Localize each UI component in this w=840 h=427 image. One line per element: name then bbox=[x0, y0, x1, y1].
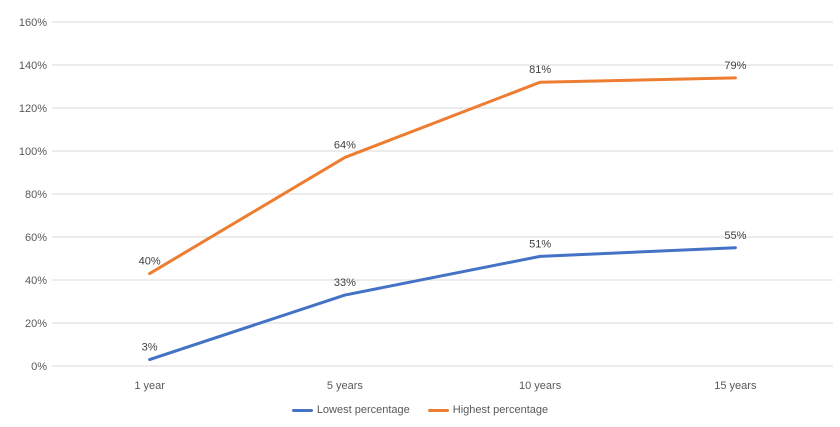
legend: Lowest percentage Highest percentage bbox=[0, 404, 840, 416]
data-label: 33% bbox=[334, 277, 356, 289]
legend-marker-highest-percentage bbox=[427, 408, 449, 412]
x-axis-tick-label: 5 years bbox=[327, 380, 364, 392]
y-axis-tick-label: 80% bbox=[25, 189, 47, 201]
legend-label: Highest percentage bbox=[452, 404, 549, 416]
series-line-highest-percentage bbox=[148, 76, 737, 276]
y-axis-tick-label: 160% bbox=[19, 17, 47, 29]
y-axis-tick-label: 40% bbox=[25, 275, 47, 287]
data-label: 40% bbox=[139, 256, 161, 268]
x-axis-tick-label: 15 years bbox=[714, 380, 757, 392]
y-axis-tick-label: 100% bbox=[19, 146, 47, 158]
y-axis-tick-label: 120% bbox=[19, 103, 47, 115]
data-label: 79% bbox=[724, 60, 746, 72]
x-axis-tick-label: 1 year bbox=[134, 380, 165, 392]
legend-item-lowest-percentage: Lowest percentage bbox=[291, 404, 410, 416]
x-axis-tick-label: 10 years bbox=[519, 380, 562, 392]
series-line-lowest-percentage bbox=[148, 246, 737, 362]
y-axis-tick-label: 20% bbox=[25, 318, 47, 330]
data-label: 51% bbox=[529, 238, 551, 250]
data-label: 55% bbox=[724, 230, 746, 242]
legend-marker-lowest-percentage bbox=[291, 408, 313, 412]
data-label: 64% bbox=[334, 139, 356, 151]
y-axis-tick-label: 0% bbox=[31, 361, 47, 373]
legend-item-highest-percentage: Highest percentage bbox=[427, 404, 549, 416]
y-axis-tick-label: 60% bbox=[25, 232, 47, 244]
data-label: 81% bbox=[529, 64, 551, 76]
legend-label: Lowest percentage bbox=[316, 404, 410, 416]
y-axis-tick-label: 140% bbox=[19, 60, 47, 72]
data-label: 3% bbox=[142, 342, 158, 354]
